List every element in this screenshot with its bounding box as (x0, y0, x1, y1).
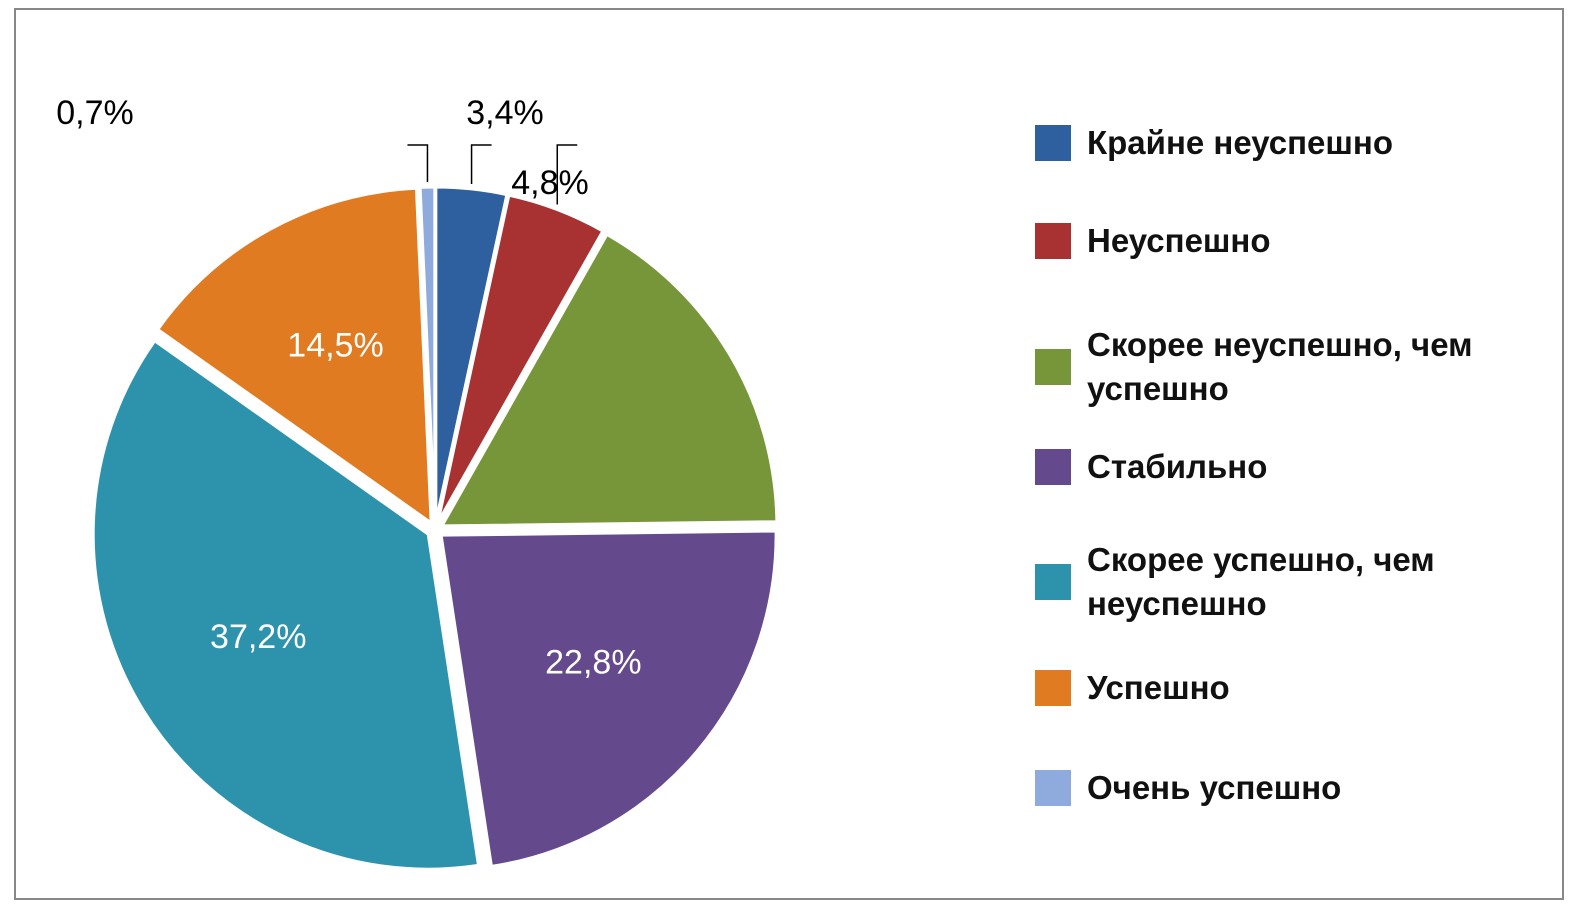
legend-swatch (1035, 349, 1071, 385)
data-label: 4,8% (511, 164, 589, 202)
legend-swatch (1035, 670, 1071, 706)
pie-slice (439, 529, 778, 869)
legend-swatch (1035, 564, 1071, 600)
legend-item: Стабильно (1035, 445, 1505, 489)
pie-slice (436, 193, 605, 524)
legend-swatch (1035, 125, 1071, 161)
legend-swatch (1035, 449, 1071, 485)
legend-item: Неуспешно (1035, 219, 1505, 263)
pie-slice (439, 232, 779, 528)
data-label: 37,2% (210, 618, 306, 656)
data-label: 22,8% (545, 643, 641, 681)
legend-label: Неуспешно (1087, 222, 1271, 259)
legend-swatch (1035, 770, 1071, 806)
leader-line (556, 144, 578, 205)
pie-slice (91, 338, 481, 871)
leader-line (407, 144, 429, 183)
leader-line (470, 144, 492, 184)
legend-item: Крайне неуспешно (1035, 121, 1505, 165)
legend-item: Скорее неуспешно, чем успешно (1035, 323, 1505, 411)
data-label: 0,7% (56, 94, 134, 132)
legend-swatch (1035, 223, 1071, 259)
legend-item: Очень успешно (1035, 766, 1505, 810)
pie-slice (155, 186, 433, 526)
legend-item: Скорее успешно, чем неуспешно (1035, 538, 1505, 626)
data-label: 3,4% (466, 94, 544, 132)
legend-label: Скорее успешно, чем неуспешно (1087, 541, 1435, 622)
legend-label: Очень успешно (1087, 769, 1342, 806)
pie-slice (418, 185, 437, 523)
data-label: 14,5% (287, 327, 383, 365)
legend-label: Скорее неуспешно, чем успешно (1087, 326, 1473, 407)
legend-label: Стабильно (1087, 448, 1268, 485)
chart-frame (14, 8, 1564, 900)
legend-label: Крайне неуспешно (1087, 124, 1394, 161)
legend-item: Успешно (1035, 666, 1505, 710)
legend-label: Успешно (1087, 669, 1230, 706)
